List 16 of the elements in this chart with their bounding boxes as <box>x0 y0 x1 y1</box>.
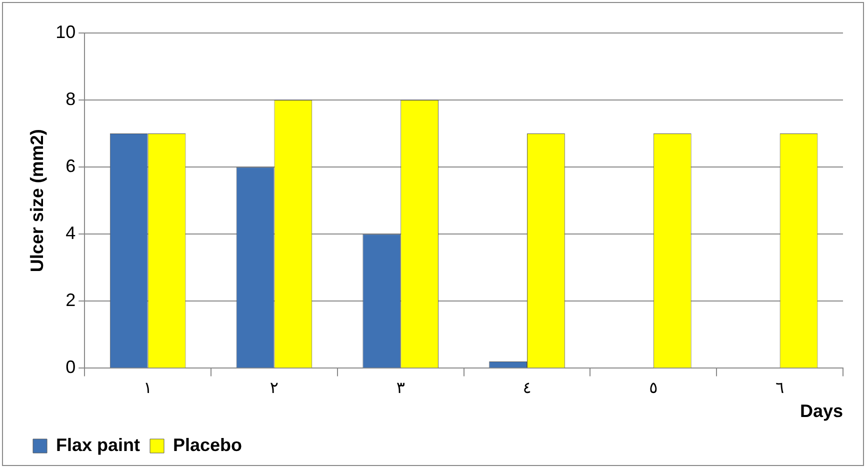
x-tick-label: ٣ <box>396 378 406 397</box>
x-tick-label: ١ <box>144 378 152 397</box>
legend-label: Flax paint <box>56 434 140 455</box>
x-tick-label: ٤ <box>522 378 532 397</box>
x-axis-title: Days <box>800 401 843 422</box>
y-tick-label: 2 <box>66 290 76 310</box>
y-tick-label: 0 <box>66 357 76 378</box>
legend-label: Placebo <box>173 434 242 455</box>
x-tick-label: ٥ <box>649 378 658 397</box>
x-tick-label: ٢ <box>270 378 279 397</box>
y-axis-title: Ulcer size (mm2) <box>26 129 47 272</box>
y-tick-label: 4 <box>66 223 76 244</box>
y-tick-label: 8 <box>66 89 76 110</box>
x-tick-label: ٦ <box>776 378 784 397</box>
y-tick-label: 6 <box>66 156 76 176</box>
y-tick-label: 10 <box>56 22 76 42</box>
